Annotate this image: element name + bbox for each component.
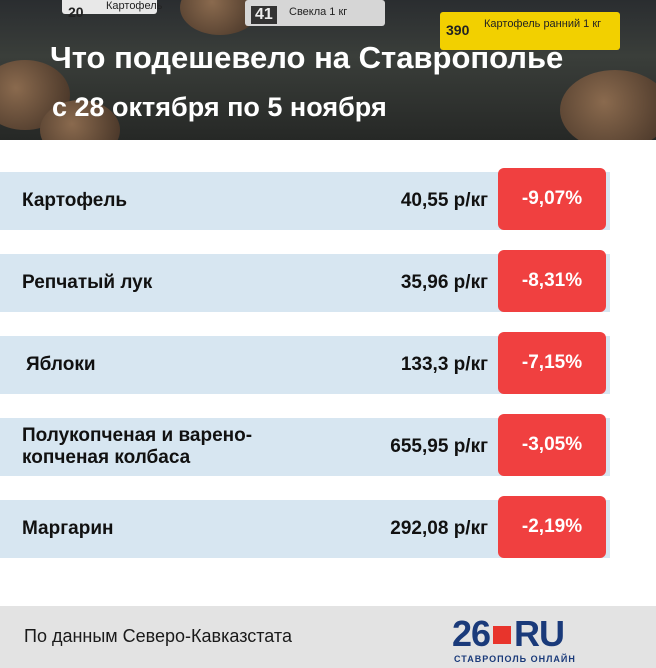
price-tag-label: Картофель (106, 0, 163, 12)
logo-26ru: 26 RU СТАВРОПОЛЬ ОНЛАЙН (452, 613, 612, 665)
logo-domain: RU (514, 613, 565, 654)
price-tag-early-potato: 390 Картофель ранний 1 кг (440, 12, 620, 50)
potato-shape (40, 100, 120, 140)
logo-wordmark: 26 RU (452, 613, 565, 654)
price-tag-label: Свекла 1 кг (289, 6, 348, 18)
table-row: Маргарин 292,08 р/кг -2,19% (0, 496, 610, 558)
price-tag-number: 390 (446, 22, 470, 38)
product-price: 133,3 р/кг (400, 354, 488, 375)
product-name: Маргарин (22, 518, 114, 539)
logo-red-square-icon (493, 626, 512, 644)
price-change-badge: -3,05% (498, 414, 606, 476)
price-tag-number: 41 (251, 6, 277, 24)
price-tag-beet: 41 Свекла 1 кг (245, 0, 385, 26)
table-row: Яблоки 133,3 р/кг -7,15% (0, 332, 610, 394)
product-name: Полукопченая и варено-копченая колбаса (22, 425, 253, 468)
product-price: 292,08 р/кг (390, 518, 488, 539)
header-photo: 20 Картофель 41 Свекла 1 кг 390 Картофел… (0, 0, 656, 140)
data-source: По данным Северо-Кавказстата (24, 626, 292, 646)
table-row: Полукопченая и варено-копченая колбаса 6… (0, 414, 610, 476)
logo-number: 26 (452, 613, 491, 654)
price-tag-potato: 20 Картофель (62, 0, 162, 20)
logo-tagline: СТАВРОПОЛЬ ОНЛАЙН (454, 654, 576, 664)
product-price: 35,96 р/кг (400, 272, 488, 293)
table-row: Картофель 40,55 р/кг -9,07% (0, 168, 610, 230)
page-subtitle: с 28 октября по 5 ноября (52, 92, 387, 122)
price-tag-label: Картофель ранний 1 кг (484, 18, 602, 30)
product-name: Картофель (22, 190, 128, 211)
price-tag-number: 20 (68, 4, 84, 20)
price-change-badge: -9,07% (498, 168, 606, 230)
product-price: 655,95 р/кг (390, 436, 488, 457)
price-change-badge: -2,19% (498, 496, 606, 558)
product-name: Яблоки (26, 354, 96, 375)
footer: По данным Северо-Кавказстата 26 RU СТАВРО… (0, 606, 656, 668)
price-change-badge: -7,15% (498, 332, 606, 394)
product-name: Репчатый лук (22, 272, 153, 293)
product-price: 40,55 р/кг (400, 190, 488, 211)
price-change-badge: -8,31% (498, 250, 606, 312)
table-row: Репчатый лук 35,96 р/кг -8,31% (0, 250, 610, 312)
potato-shape (560, 70, 656, 140)
page-title: Что подешевело на Ставрополье (50, 40, 564, 75)
